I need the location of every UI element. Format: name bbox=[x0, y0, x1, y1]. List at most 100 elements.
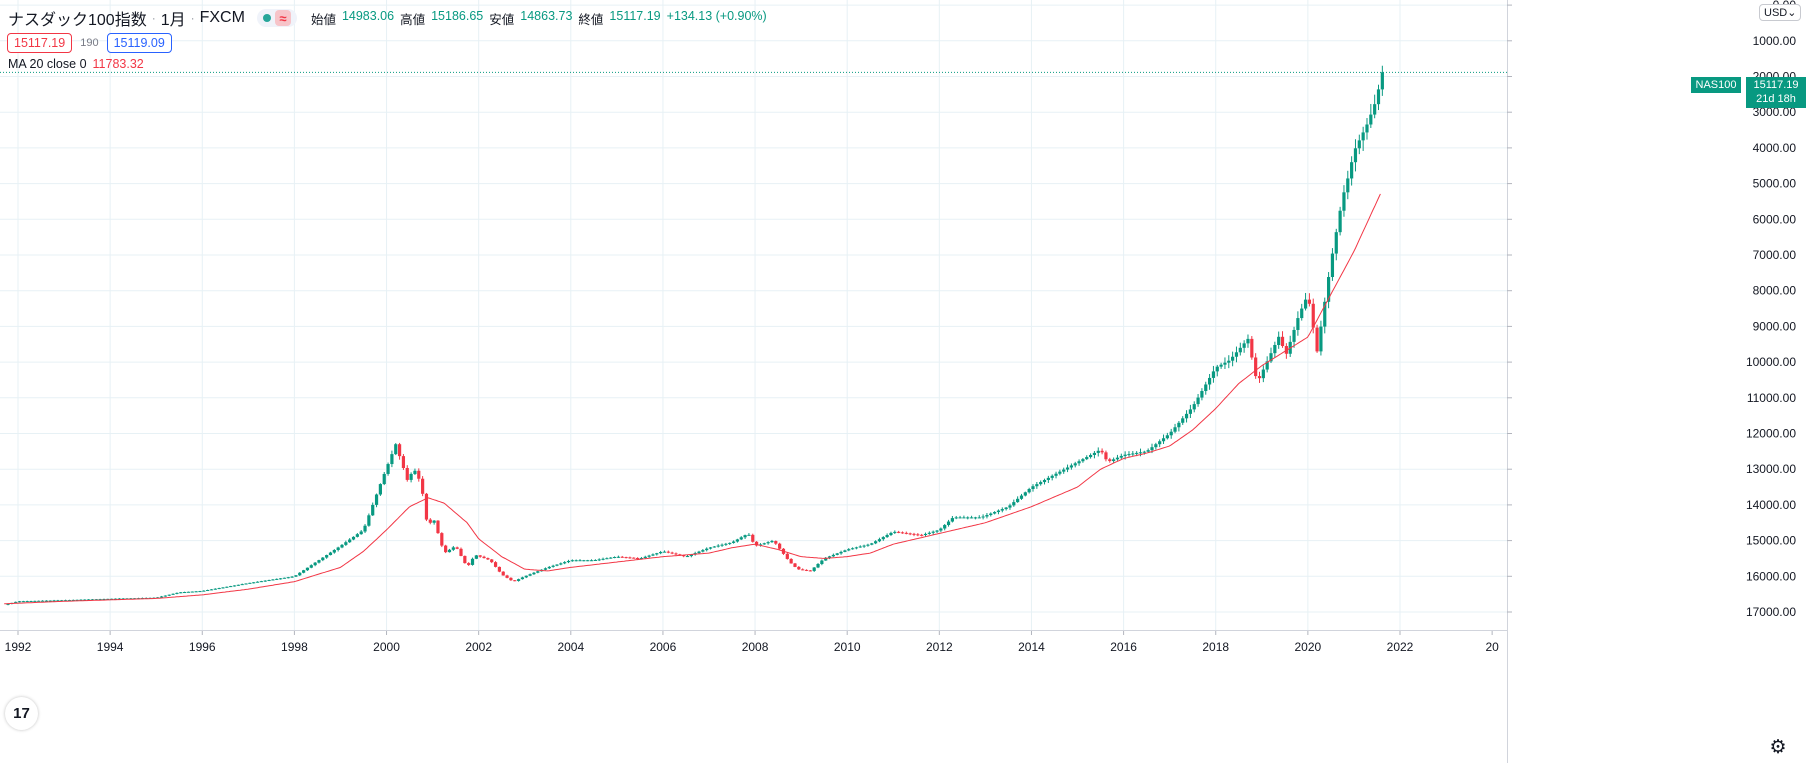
candle-body bbox=[217, 588, 221, 590]
candle-body bbox=[98, 599, 102, 601]
buy-price-button[interactable]: 15119.09 bbox=[106, 33, 172, 53]
candle-body bbox=[555, 564, 559, 566]
candle bbox=[850, 547, 855, 550]
candle-body bbox=[993, 512, 997, 514]
candle bbox=[536, 570, 540, 574]
candle bbox=[724, 542, 728, 546]
candle bbox=[1369, 103, 1373, 128]
candle bbox=[1288, 335, 1292, 357]
candle-body bbox=[1158, 441, 1162, 445]
candle-body bbox=[685, 556, 690, 558]
candle bbox=[40, 600, 45, 602]
candle-body bbox=[240, 584, 244, 586]
candle-body bbox=[267, 580, 271, 582]
interval-label[interactable]: 1月 bbox=[160, 12, 186, 29]
candle bbox=[236, 584, 240, 586]
candle-body bbox=[1039, 482, 1043, 485]
candle bbox=[586, 559, 590, 562]
candle bbox=[1050, 474, 1054, 481]
candle-body bbox=[305, 567, 310, 571]
candle bbox=[973, 516, 978, 520]
candle-body bbox=[943, 525, 947, 529]
tradingview-logo[interactable]: 17 bbox=[5, 697, 38, 730]
candle-body bbox=[854, 547, 859, 549]
candle bbox=[697, 550, 701, 554]
candle-body bbox=[29, 600, 33, 602]
candle bbox=[371, 502, 375, 516]
candle bbox=[943, 524, 947, 531]
ma-indicator-legend[interactable]: MA 20 close 0 11783.32 bbox=[8, 57, 144, 71]
candle bbox=[1234, 346, 1239, 363]
candle-body bbox=[397, 444, 402, 457]
price-axis: 17000.00 16000.00 15000.00 14000.00 13000.00… bbox=[1507, 0, 1796, 763]
candle-body bbox=[470, 558, 475, 565]
candle-body bbox=[1192, 404, 1196, 410]
candle-body bbox=[950, 518, 954, 522]
candle bbox=[1073, 461, 1077, 468]
candle-body bbox=[451, 547, 455, 550]
time-tick-label: 2022 bbox=[1387, 640, 1414, 654]
candle-body bbox=[25, 601, 29, 603]
candle bbox=[183, 591, 187, 594]
candle-body bbox=[202, 590, 206, 592]
candle-body bbox=[1319, 326, 1323, 352]
candle bbox=[1196, 394, 1200, 407]
candle-body bbox=[904, 532, 908, 534]
candle-body bbox=[578, 560, 582, 562]
symbol-price-tag: NAS100 bbox=[1691, 77, 1741, 93]
candle bbox=[486, 557, 490, 561]
candle-body bbox=[1200, 391, 1204, 398]
gear-icon[interactable]: ⚙ bbox=[1769, 737, 1787, 758]
candle-body bbox=[612, 557, 617, 559]
candle-body bbox=[1058, 471, 1062, 474]
candle bbox=[1211, 365, 1216, 383]
candle bbox=[616, 555, 621, 558]
candle-body bbox=[1096, 450, 1100, 453]
candle bbox=[1027, 487, 1031, 494]
candle-body bbox=[278, 578, 283, 580]
candle bbox=[1257, 371, 1262, 383]
candle-body bbox=[1292, 329, 1296, 342]
candle bbox=[1273, 341, 1277, 358]
candle-body bbox=[113, 598, 118, 600]
candle-body bbox=[390, 454, 394, 465]
symbol-name[interactable]: ナスダック100指数 bbox=[8, 12, 147, 29]
candle bbox=[1112, 457, 1116, 464]
candle bbox=[1016, 496, 1020, 503]
candle bbox=[797, 566, 801, 570]
candle bbox=[1127, 451, 1131, 457]
candle-body bbox=[751, 534, 755, 542]
currency-dropdown[interactable]: USD⌄ bbox=[1759, 4, 1802, 21]
candle bbox=[866, 543, 870, 547]
candle bbox=[1380, 65, 1384, 96]
candle-body bbox=[486, 558, 490, 560]
candle bbox=[421, 476, 425, 497]
candle bbox=[302, 569, 306, 574]
candle bbox=[1169, 428, 1173, 439]
sell-price-button[interactable]: 15117.19 bbox=[7, 33, 73, 53]
candle bbox=[962, 515, 966, 519]
candle bbox=[908, 532, 912, 536]
candle bbox=[1046, 475, 1050, 483]
candle-body bbox=[835, 553, 839, 555]
candle bbox=[409, 472, 413, 483]
candle-body bbox=[317, 560, 321, 563]
candle bbox=[559, 562, 563, 566]
candle-body bbox=[275, 578, 279, 580]
candle-body bbox=[1177, 422, 1181, 428]
candle bbox=[701, 549, 705, 553]
candle-body bbox=[33, 600, 37, 602]
candle bbox=[516, 578, 521, 582]
candle-body bbox=[94, 599, 98, 601]
candle bbox=[582, 559, 586, 562]
candle-body bbox=[1227, 360, 1231, 363]
candle bbox=[71, 599, 75, 601]
candle-body bbox=[532, 572, 536, 575]
candle-body bbox=[436, 520, 440, 534]
candle-body bbox=[705, 548, 709, 551]
candle-body bbox=[1342, 192, 1346, 211]
candle bbox=[593, 559, 597, 561]
candle-body bbox=[378, 484, 382, 495]
market-status-pill[interactable]: ≈ bbox=[256, 9, 297, 27]
